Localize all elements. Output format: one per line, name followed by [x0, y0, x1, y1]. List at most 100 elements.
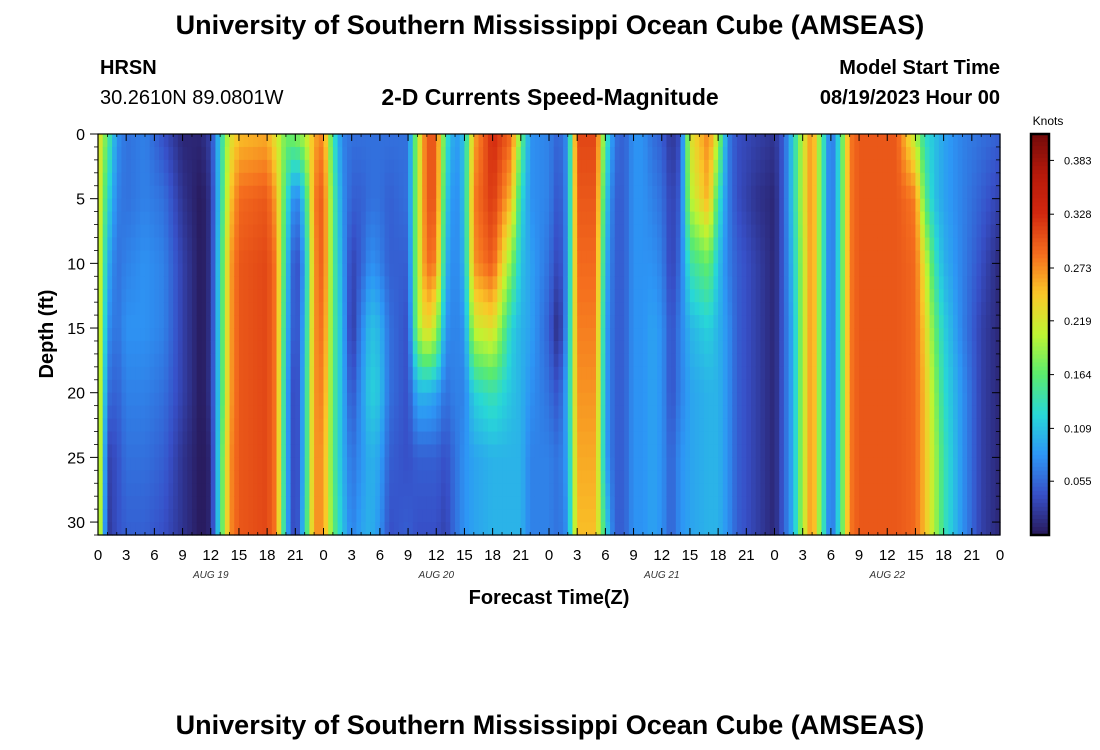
heatmap-cell	[215, 237, 221, 252]
heatmap-cell	[844, 159, 851, 174]
heatmap-cell	[290, 444, 296, 458]
heatmap-cell	[351, 405, 357, 420]
heatmap-cell	[544, 159, 550, 174]
heatmap-cell	[187, 263, 193, 277]
heatmap-cell	[483, 276, 489, 290]
heatmap-cell	[445, 159, 451, 174]
heatmap-cell	[812, 379, 818, 394]
heatmap-cell	[253, 250, 259, 264]
heatmap-cell	[107, 522, 113, 536]
heatmap-cell	[605, 470, 611, 484]
heatmap-cell	[788, 418, 794, 433]
heatmap-cell	[408, 185, 414, 200]
heatmap-cell	[774, 146, 780, 161]
heatmap-cell	[600, 198, 606, 213]
heatmap-cell	[563, 405, 569, 420]
heatmap-cell	[417, 276, 423, 290]
heatmap-cell	[365, 224, 372, 239]
heatmap-cell	[342, 185, 348, 200]
heatmap-cell	[807, 224, 813, 239]
heatmap-cell	[553, 237, 559, 252]
heatmap-cell	[393, 237, 400, 252]
heatmap-cell	[379, 289, 386, 303]
heatmap-cell	[774, 328, 780, 342]
heatmap-cell	[821, 496, 827, 510]
heatmap-cell	[732, 134, 738, 148]
heatmap-cell	[187, 198, 193, 213]
heatmap-cell	[318, 366, 325, 381]
heatmap-cell	[201, 263, 207, 277]
heatmap-cell	[595, 159, 602, 174]
heatmap-cell	[595, 263, 602, 277]
heatmap-cell	[657, 340, 663, 355]
heatmap-cell	[337, 159, 343, 174]
heatmap-cell	[849, 134, 855, 148]
heatmap-cell	[436, 509, 442, 523]
heatmap-cell	[699, 289, 705, 303]
heatmap-cell	[661, 172, 668, 187]
heatmap-cell	[830, 379, 837, 394]
heatmap-cell	[549, 509, 555, 523]
heatmap-cell	[300, 509, 306, 523]
heatmap-cell	[314, 457, 320, 471]
heatmap-cell	[666, 224, 672, 239]
heatmap-cell	[812, 146, 818, 161]
heatmap-cell	[304, 159, 311, 174]
heatmap-cell	[356, 496, 362, 510]
heatmap-cell	[182, 134, 188, 148]
heatmap-cell	[534, 159, 541, 174]
heatmap-cell	[788, 509, 794, 523]
heatmap-cell	[412, 418, 419, 433]
heatmap-cell	[126, 237, 132, 252]
heatmap-cell	[619, 185, 625, 200]
heatmap-cell	[581, 470, 588, 484]
heatmap-cell	[375, 315, 381, 329]
heatmap-cell	[224, 159, 231, 174]
heatmap-cell	[830, 457, 837, 471]
heatmap-cell	[431, 340, 437, 355]
heatmap-cell	[689, 134, 696, 148]
heatmap-cell	[365, 237, 372, 252]
heatmap-cell	[238, 134, 245, 148]
heatmap-cell	[412, 185, 419, 200]
heatmap-cell	[168, 379, 174, 394]
heatmap-cell	[675, 146, 682, 161]
heatmap-cell	[191, 509, 198, 523]
heatmap-cell	[182, 328, 188, 342]
heatmap-cell	[365, 276, 372, 290]
heatmap-cell	[130, 198, 137, 213]
heatmap-cell	[647, 159, 653, 174]
heatmap-cell	[661, 134, 668, 148]
heatmap-cell	[384, 315, 390, 329]
heatmap-cell	[802, 159, 808, 174]
heatmap-cell	[276, 198, 282, 213]
heatmap-cell	[642, 159, 649, 174]
heatmap-cell	[619, 146, 625, 161]
heatmap-cell	[478, 276, 484, 290]
heatmap-cell	[318, 444, 325, 458]
heatmap-cell	[647, 237, 653, 252]
heatmap-cell	[840, 392, 846, 407]
heatmap-cell	[98, 405, 104, 420]
heatmap-cell	[271, 134, 278, 148]
heatmap-cell	[502, 366, 508, 381]
heatmap-cell	[812, 211, 818, 226]
heatmap-cell	[727, 198, 733, 213]
heatmap-cell	[436, 159, 442, 174]
heatmap-cell	[271, 418, 278, 433]
heatmap-cell	[121, 302, 127, 316]
heatmap-cell	[182, 457, 188, 471]
heatmap-cell	[586, 237, 592, 252]
heatmap-cell	[389, 509, 395, 523]
heatmap-cell	[234, 276, 240, 290]
heatmap-cell	[685, 392, 691, 407]
heatmap-cell	[417, 328, 423, 342]
heatmap-cell	[445, 522, 451, 536]
heatmap-cell	[469, 289, 475, 303]
heatmap-cell	[520, 263, 527, 277]
heatmap-cell	[727, 302, 733, 316]
heatmap-cell	[295, 340, 301, 355]
heatmap-cell	[680, 522, 686, 536]
heatmap-cell	[206, 496, 212, 510]
heatmap-cell	[431, 185, 437, 200]
